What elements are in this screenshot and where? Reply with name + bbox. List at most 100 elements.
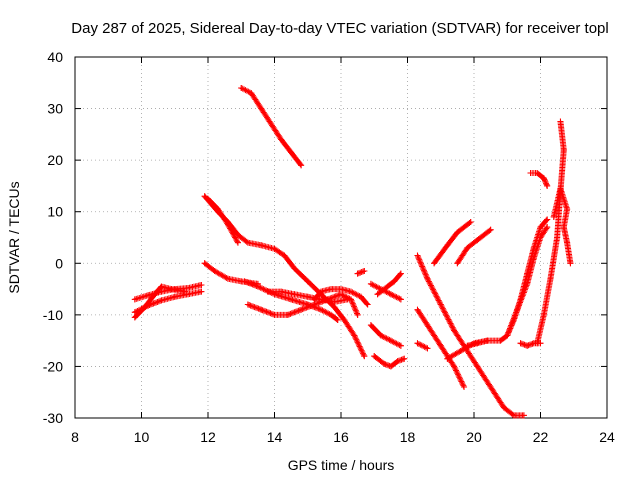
data-point: [271, 245, 278, 252]
series-arc17: [414, 340, 431, 352]
data-point: [564, 239, 571, 246]
series-arc4: [238, 84, 305, 169]
data-point: [487, 384, 494, 391]
data-point: [437, 301, 444, 308]
data-point: [238, 84, 245, 91]
data-point: [351, 332, 358, 339]
series-arc15: [367, 322, 404, 349]
data-point: [394, 358, 401, 365]
data-point: [557, 185, 564, 192]
data-point: [467, 219, 474, 226]
data-point: [397, 342, 404, 349]
data-point: [414, 306, 421, 313]
data-point: [560, 146, 567, 153]
chart-title: Day 287 of 2025, Sidereal Day-to-day VTE…: [71, 20, 608, 37]
data-point: [361, 353, 368, 360]
data-point: [424, 275, 431, 282]
data-point: [387, 291, 394, 298]
data-point: [547, 275, 554, 282]
data-point: [224, 275, 231, 282]
data-point: [431, 260, 438, 267]
x-tick-label: 18: [400, 429, 416, 445]
data-point: [278, 288, 285, 295]
series-markers: [354, 268, 368, 277]
data-point: [248, 90, 255, 97]
data-point: [281, 252, 288, 259]
data-point: [211, 268, 218, 275]
data-point: [537, 224, 544, 231]
data-point: [158, 283, 165, 290]
series-arc6: [205, 195, 241, 246]
series-markers: [414, 340, 431, 352]
series-arc23: [464, 337, 491, 349]
data-point: [474, 237, 481, 244]
data-point: [510, 412, 517, 419]
data-point: [544, 216, 551, 223]
data-point: [524, 280, 531, 287]
data-point: [271, 311, 278, 318]
data-point: [424, 345, 431, 352]
data-point: [357, 293, 364, 300]
data-point: [564, 206, 571, 213]
data-point: [241, 278, 248, 285]
data-point: [244, 301, 251, 308]
y-axis-label: SDTVAR / TECUs: [6, 181, 22, 293]
x-tick-label: 22: [533, 429, 549, 445]
series-arc20: [431, 219, 474, 267]
data-point: [540, 311, 547, 318]
data-point: [497, 337, 504, 344]
data-point: [371, 353, 378, 360]
x-axis-label: GPS time / hours: [288, 457, 395, 473]
data-point: [374, 291, 381, 298]
data-point: [557, 118, 564, 125]
data-point: [158, 297, 165, 304]
data-point: [311, 296, 318, 303]
data-point: [284, 311, 291, 318]
data-point: [298, 306, 305, 313]
series-markers: [367, 322, 404, 349]
data-point: [141, 304, 148, 311]
data-point: [457, 347, 464, 354]
data-point: [224, 221, 231, 228]
data-point: [530, 340, 537, 347]
data-point: [318, 296, 325, 303]
data-point: [414, 340, 421, 347]
data-point: [464, 342, 471, 349]
x-tick-label: 12: [200, 429, 216, 445]
data-point: [517, 340, 524, 347]
series-markers: [431, 219, 474, 267]
data-point: [444, 355, 451, 362]
x-tick-label: 16: [333, 429, 349, 445]
series-arc28: [550, 185, 574, 267]
data-point: [451, 327, 458, 334]
data-point: [288, 149, 295, 156]
data-point: [524, 342, 531, 349]
data-point: [387, 363, 394, 370]
data-point: [198, 281, 205, 288]
y-tick-label: -20: [43, 358, 63, 374]
data-point: [354, 270, 361, 277]
data-point: [367, 280, 374, 287]
data-point: [304, 293, 311, 300]
x-tick-label: 10: [134, 429, 150, 445]
data-point: [454, 229, 461, 236]
data-point: [367, 322, 374, 329]
data-point: [171, 293, 178, 300]
x-tick-label: 20: [466, 429, 482, 445]
data-point: [387, 337, 394, 344]
y-tick-label: -30: [43, 410, 63, 426]
data-point: [520, 412, 527, 419]
data-point: [537, 340, 544, 347]
data-point: [151, 291, 158, 298]
series-arc21: [454, 226, 494, 267]
data-point: [464, 244, 471, 251]
data-point: [397, 296, 404, 303]
x-tick-label: 14: [267, 429, 283, 445]
data-point: [318, 306, 325, 313]
data-point: [254, 283, 261, 290]
data-point: [424, 322, 431, 329]
data-point: [500, 404, 507, 411]
data-point: [328, 286, 335, 293]
data-point: [391, 278, 398, 285]
data-point: [201, 260, 208, 267]
